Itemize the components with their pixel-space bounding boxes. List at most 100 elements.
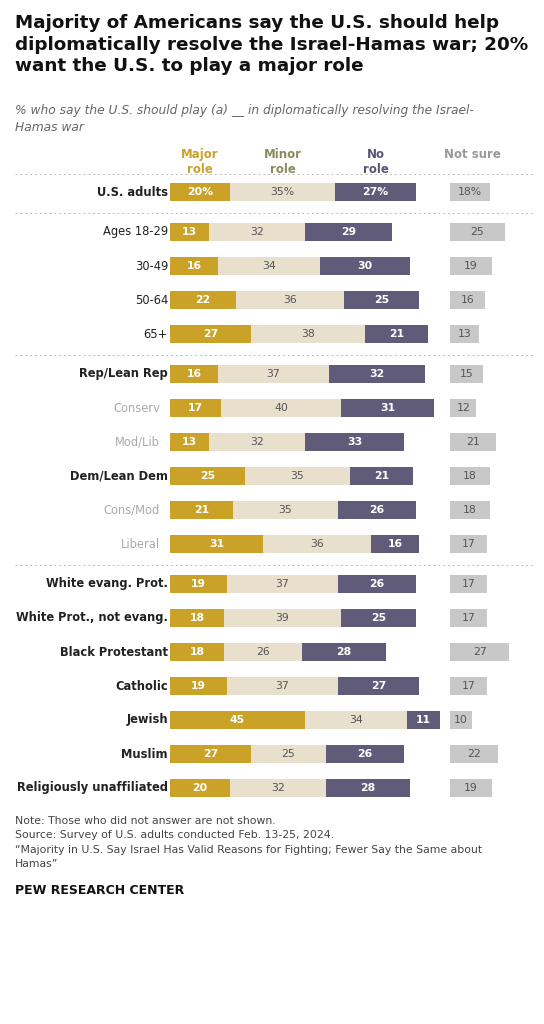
Text: Ages 18-29: Ages 18-29 — [103, 225, 168, 239]
Text: 16: 16 — [387, 539, 403, 549]
Bar — [450, 745, 498, 763]
Text: 12: 12 — [456, 403, 470, 413]
Bar — [170, 291, 236, 309]
Bar — [450, 575, 487, 593]
Bar — [170, 183, 230, 201]
Bar — [450, 257, 492, 275]
Text: 30-49: 30-49 — [135, 259, 168, 272]
Text: 22: 22 — [195, 295, 211, 305]
Text: Catholic: Catholic — [115, 680, 168, 692]
Text: 45: 45 — [230, 715, 245, 725]
Text: 22: 22 — [467, 749, 481, 759]
Bar — [170, 399, 221, 417]
Bar — [218, 257, 320, 275]
Bar — [170, 779, 230, 797]
Text: 25: 25 — [200, 471, 215, 481]
Bar — [326, 779, 410, 797]
Text: Dem/Lean Dem: Dem/Lean Dem — [70, 469, 168, 482]
Text: 28: 28 — [361, 783, 375, 793]
Text: 27%: 27% — [362, 187, 388, 197]
Text: 32: 32 — [250, 227, 264, 237]
Text: 26: 26 — [256, 647, 270, 657]
Text: % who say the U.S. should play (a) __ in diplomatically resolving the Israel-
Ha: % who say the U.S. should play (a) __ in… — [15, 104, 474, 134]
Bar — [209, 223, 305, 241]
Text: Liberal: Liberal — [121, 538, 160, 551]
Text: 32: 32 — [271, 783, 285, 793]
Text: 28: 28 — [336, 647, 351, 657]
Text: White evang. Prot.: White evang. Prot. — [46, 578, 168, 591]
Text: Muslim: Muslim — [121, 748, 168, 761]
Text: 18: 18 — [189, 647, 205, 657]
Bar — [450, 325, 479, 343]
Bar — [450, 677, 487, 695]
Text: Not sure: Not sure — [443, 148, 500, 161]
Text: 17: 17 — [188, 403, 203, 413]
Bar — [302, 643, 386, 662]
Text: 27: 27 — [203, 329, 218, 339]
Bar — [245, 467, 350, 485]
Bar — [365, 325, 428, 343]
Text: 21: 21 — [466, 437, 480, 447]
Text: 27: 27 — [473, 647, 486, 657]
Text: Black Protestant: Black Protestant — [60, 645, 168, 658]
Text: 25: 25 — [371, 613, 386, 623]
Bar — [221, 399, 341, 417]
Text: 18: 18 — [189, 613, 205, 623]
Bar — [170, 745, 251, 763]
Text: 16: 16 — [187, 261, 202, 271]
Text: 40: 40 — [274, 403, 288, 413]
Text: 25: 25 — [374, 295, 389, 305]
Text: 31: 31 — [209, 539, 224, 549]
Text: PEW RESEARCH CENTER: PEW RESEARCH CENTER — [15, 884, 184, 897]
Bar — [230, 183, 335, 201]
Bar — [170, 575, 227, 593]
Text: Cons/Mod: Cons/Mod — [104, 504, 160, 516]
Text: Conserv: Conserv — [113, 401, 160, 415]
Text: 19: 19 — [464, 261, 478, 271]
Bar — [450, 535, 487, 553]
Text: 19: 19 — [464, 783, 478, 793]
Text: Majority of Americans say the U.S. should help
diplomatically resolve the Israel: Majority of Americans say the U.S. shoul… — [15, 14, 528, 75]
Bar — [335, 183, 416, 201]
Bar — [371, 535, 419, 553]
Bar — [344, 291, 419, 309]
Text: 34: 34 — [262, 261, 276, 271]
Text: 18: 18 — [463, 505, 477, 515]
Text: 15: 15 — [460, 369, 473, 379]
Bar — [263, 535, 371, 553]
Text: 18: 18 — [463, 471, 477, 481]
Bar — [224, 643, 302, 662]
Bar — [450, 291, 485, 309]
Text: 25: 25 — [471, 227, 484, 237]
Text: 17: 17 — [462, 579, 475, 589]
Bar — [450, 399, 477, 417]
Text: 35: 35 — [290, 471, 305, 481]
Bar — [227, 575, 338, 593]
Bar — [170, 501, 233, 519]
Bar — [450, 467, 490, 485]
Bar — [338, 575, 416, 593]
Text: 33: 33 — [347, 437, 362, 447]
Bar — [209, 433, 305, 451]
Text: White Prot., not evang.: White Prot., not evang. — [16, 611, 168, 625]
Text: 65+: 65+ — [144, 328, 168, 341]
Bar — [251, 325, 365, 343]
Text: Religiously unaffiliated: Religiously unaffiliated — [17, 781, 168, 795]
Bar — [338, 501, 416, 519]
Bar — [170, 257, 218, 275]
Text: Jewish: Jewish — [126, 714, 168, 726]
Bar — [341, 399, 434, 417]
Text: No
role: No role — [362, 148, 388, 176]
Bar — [170, 365, 218, 383]
Text: 37: 37 — [276, 681, 289, 691]
Bar — [170, 433, 209, 451]
Text: 32: 32 — [250, 437, 264, 447]
Text: 35%: 35% — [270, 187, 294, 197]
Bar — [305, 433, 404, 451]
Text: 19: 19 — [191, 579, 206, 589]
Text: 17: 17 — [462, 539, 475, 549]
Text: 34: 34 — [349, 715, 363, 725]
Bar — [450, 365, 483, 383]
Bar — [450, 183, 490, 201]
Bar — [170, 535, 263, 553]
